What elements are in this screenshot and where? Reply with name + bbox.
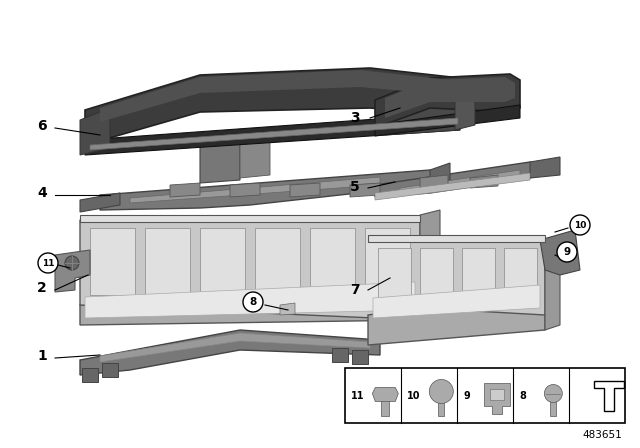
Polygon shape [100, 333, 370, 362]
Text: 9: 9 [563, 247, 571, 257]
Polygon shape [310, 228, 355, 295]
Circle shape [429, 379, 453, 404]
Polygon shape [100, 70, 450, 122]
Polygon shape [85, 68, 460, 145]
Circle shape [38, 253, 58, 273]
Text: 11: 11 [42, 258, 54, 267]
Polygon shape [80, 275, 420, 325]
Polygon shape [332, 348, 348, 362]
Polygon shape [345, 368, 625, 423]
Text: 8: 8 [250, 297, 257, 307]
Text: 9: 9 [463, 391, 470, 401]
Polygon shape [350, 183, 380, 197]
Circle shape [557, 242, 577, 262]
Polygon shape [365, 228, 410, 295]
Polygon shape [130, 177, 380, 203]
Polygon shape [504, 248, 537, 300]
Polygon shape [280, 303, 295, 315]
Text: 5: 5 [350, 180, 360, 194]
Text: 8: 8 [519, 391, 526, 401]
Polygon shape [80, 220, 420, 320]
Circle shape [65, 256, 79, 270]
Polygon shape [470, 175, 498, 188]
Polygon shape [378, 248, 411, 300]
Polygon shape [550, 399, 556, 415]
Text: 7: 7 [350, 283, 360, 297]
Polygon shape [85, 113, 460, 155]
Polygon shape [80, 215, 420, 222]
Polygon shape [80, 108, 110, 155]
Polygon shape [80, 330, 380, 375]
Polygon shape [430, 163, 450, 185]
Polygon shape [352, 350, 368, 364]
Polygon shape [381, 400, 389, 415]
Polygon shape [420, 210, 440, 320]
Text: 6: 6 [37, 119, 47, 133]
Polygon shape [200, 142, 240, 183]
Polygon shape [540, 230, 580, 275]
Polygon shape [375, 173, 530, 200]
Circle shape [545, 384, 563, 402]
Polygon shape [490, 388, 504, 400]
Polygon shape [375, 74, 520, 128]
Polygon shape [80, 193, 120, 212]
Polygon shape [100, 170, 445, 210]
Polygon shape [484, 383, 510, 414]
Circle shape [243, 292, 263, 312]
Polygon shape [385, 77, 515, 118]
Polygon shape [102, 363, 118, 377]
Polygon shape [595, 380, 625, 410]
Polygon shape [85, 282, 415, 318]
Polygon shape [240, 140, 270, 178]
Text: 11: 11 [351, 391, 365, 401]
Polygon shape [545, 235, 560, 330]
Polygon shape [368, 240, 545, 315]
Polygon shape [420, 175, 448, 188]
Polygon shape [530, 157, 560, 178]
Polygon shape [90, 228, 135, 295]
Polygon shape [455, 95, 475, 130]
Polygon shape [400, 170, 520, 192]
Polygon shape [368, 235, 545, 242]
Text: 10: 10 [574, 220, 586, 229]
Text: 10: 10 [407, 391, 420, 401]
Text: 1: 1 [37, 349, 47, 363]
Text: 2: 2 [37, 281, 47, 295]
Polygon shape [145, 228, 190, 295]
Polygon shape [438, 399, 444, 415]
Polygon shape [230, 183, 260, 197]
Polygon shape [420, 248, 453, 300]
Polygon shape [375, 162, 555, 197]
Polygon shape [255, 228, 300, 295]
Polygon shape [55, 250, 90, 292]
Circle shape [570, 215, 590, 235]
Polygon shape [372, 388, 398, 401]
Text: 4: 4 [37, 186, 47, 200]
Text: 3: 3 [350, 111, 360, 125]
Polygon shape [373, 285, 540, 318]
Polygon shape [380, 100, 460, 135]
Polygon shape [82, 368, 98, 382]
Polygon shape [375, 105, 520, 136]
Polygon shape [90, 118, 458, 150]
Polygon shape [368, 290, 545, 345]
Polygon shape [290, 183, 320, 197]
Text: 483651: 483651 [582, 430, 622, 440]
Polygon shape [200, 228, 245, 295]
Polygon shape [462, 248, 495, 300]
Polygon shape [170, 183, 200, 197]
